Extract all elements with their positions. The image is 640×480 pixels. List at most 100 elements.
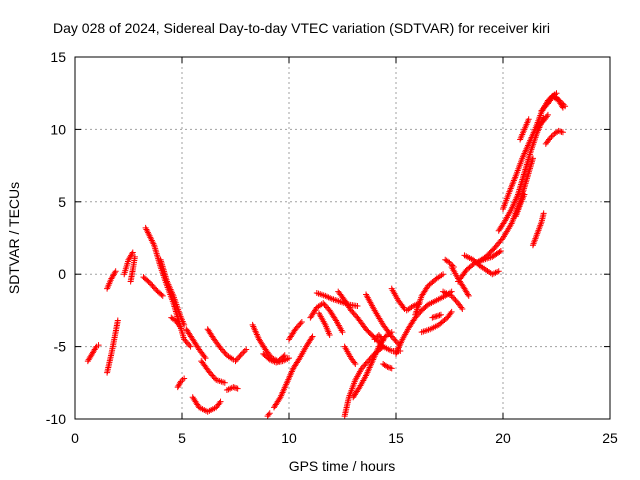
data-point: [238, 350, 245, 357]
data-point: [159, 292, 166, 299]
data-point: [361, 362, 368, 369]
data-point: [355, 385, 362, 392]
data-point: [235, 355, 242, 362]
data-track: [315, 310, 333, 339]
chart-title: Day 028 of 2024, Sidereal Day-to-day VTE…: [53, 20, 550, 36]
data-point: [210, 374, 217, 381]
data-point: [308, 334, 315, 341]
data-point: [440, 271, 447, 278]
data-point: [390, 334, 397, 341]
y-axis-label: SDTVAR / TECUs: [6, 182, 22, 294]
data-point: [465, 292, 472, 299]
data-point: [217, 345, 224, 352]
data-point: [321, 301, 328, 308]
data-track: [204, 326, 237, 363]
data-track: [104, 268, 119, 292]
data-point: [95, 342, 102, 349]
data-point: [392, 337, 399, 344]
data-track: [271, 333, 316, 411]
y-tick-label: -5: [54, 339, 67, 355]
data-point: [131, 253, 138, 260]
data-point: [221, 349, 228, 356]
data-point: [544, 111, 551, 118]
data-point: [111, 269, 118, 276]
axis-ticks: 0 5 10 15 20 25 -10 -5 0 5 10 15: [46, 49, 618, 446]
data-point: [150, 284, 157, 291]
data-point: [362, 360, 369, 367]
plot-frame: [74, 56, 611, 420]
data-point: [348, 307, 355, 314]
data-point: [349, 308, 356, 315]
data-point: [234, 385, 241, 392]
data-point: [501, 219, 508, 226]
data-point: [152, 285, 159, 292]
data-point: [312, 305, 319, 312]
data-point: [525, 116, 532, 123]
data-point: [181, 321, 188, 328]
data-track: [529, 210, 547, 249]
data-track: [286, 318, 305, 343]
data-track: [512, 191, 528, 220]
data-point: [496, 248, 503, 255]
data-point: [497, 248, 504, 255]
data-point: [114, 317, 121, 324]
data-point: [383, 362, 390, 369]
data-point: [539, 106, 546, 113]
data-track: [223, 384, 241, 394]
data-point: [129, 249, 136, 256]
data-point: [417, 308, 424, 315]
data-point: [437, 311, 444, 318]
data-track: [474, 155, 536, 266]
data-point: [265, 411, 272, 418]
data-point: [202, 355, 209, 362]
data-point: [449, 262, 456, 269]
data-point: [449, 294, 456, 301]
y-tick-label: 5: [58, 194, 66, 210]
data-track: [307, 300, 346, 336]
data-point: [294, 323, 301, 330]
data-point: [322, 303, 329, 310]
data-track: [442, 256, 457, 270]
y-tick-label: -10: [46, 411, 66, 427]
data-point: [186, 342, 193, 349]
data-point: [541, 104, 548, 111]
data-point: [543, 113, 550, 120]
data-point: [149, 282, 156, 289]
data-point: [529, 155, 536, 162]
data-point: [547, 135, 554, 142]
data-track: [551, 94, 566, 111]
data-track: [183, 326, 209, 362]
data-track: [189, 394, 224, 415]
x-tick-label: 10: [281, 430, 297, 446]
data-track: [104, 317, 121, 376]
data-track: [140, 274, 166, 299]
data-point: [559, 104, 566, 111]
data-point: [92, 345, 99, 352]
data-point: [217, 398, 224, 405]
data-track: [121, 249, 136, 278]
data-point: [281, 352, 288, 359]
data-point: [293, 324, 300, 331]
x-tick-label: 20: [495, 430, 511, 446]
data-point: [450, 263, 457, 270]
data-point: [448, 308, 455, 315]
x-tick-label: 5: [178, 430, 186, 446]
data-point: [326, 332, 333, 339]
data-point: [332, 316, 339, 323]
data-point: [184, 340, 191, 347]
data-point: [181, 375, 188, 382]
data-point: [360, 363, 367, 370]
data-point: [498, 236, 505, 243]
data-track: [500, 91, 558, 213]
data-point: [295, 356, 302, 363]
data-point: [559, 103, 566, 110]
data-point: [447, 261, 454, 268]
data-track: [260, 350, 292, 366]
data-point: [221, 379, 228, 386]
data-point: [233, 356, 240, 363]
data-point: [538, 107, 545, 114]
x-tick-label: 15: [388, 430, 404, 446]
data-point: [232, 358, 239, 365]
data-points: [84, 90, 569, 420]
